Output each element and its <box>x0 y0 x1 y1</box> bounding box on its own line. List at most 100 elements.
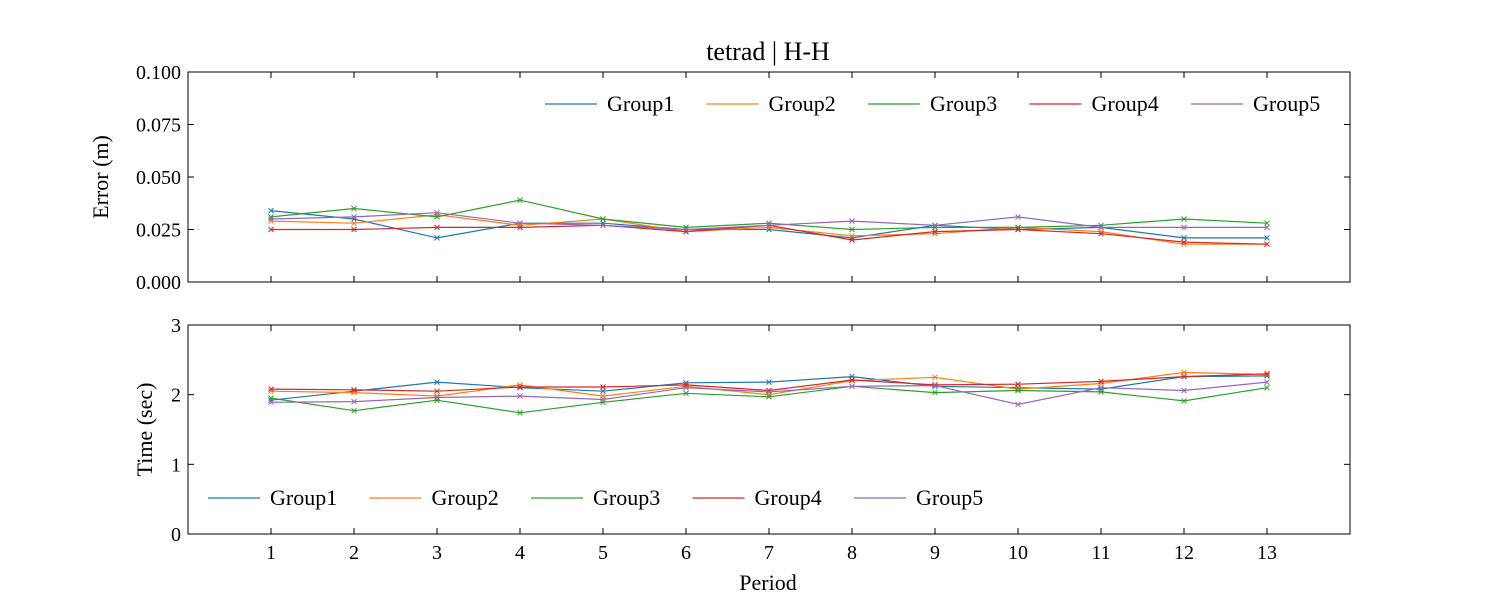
x-tick-label: 7 <box>764 542 774 564</box>
x-tick-label: 6 <box>681 542 691 564</box>
data-point-marker <box>351 398 357 405</box>
legend-label: Group1 <box>607 91 674 116</box>
data-point-marker <box>849 232 855 239</box>
data-point-marker <box>1098 389 1104 395</box>
data-point-marker <box>434 394 440 401</box>
data-point-marker <box>849 383 855 390</box>
y-tick-label: 0.050 <box>136 167 181 189</box>
x-tick-label: 11 <box>1091 542 1110 564</box>
legend-label: Group1 <box>270 485 337 510</box>
data-point-marker <box>1015 381 1021 388</box>
y-tick-label: 0 <box>171 524 181 546</box>
data-point-marker <box>932 389 938 396</box>
x-tick-label: 10 <box>1008 542 1028 564</box>
data-point-marker <box>517 220 523 227</box>
data-point-marker <box>1015 401 1021 408</box>
y-tick-label: 0.000 <box>136 272 181 294</box>
data-point-marker <box>1264 220 1270 227</box>
x-tick-label: 5 <box>598 542 608 564</box>
data-point-marker <box>600 396 606 403</box>
data-point-marker <box>849 218 855 224</box>
x-tick-label: 3 <box>432 542 442 564</box>
data-point-marker <box>268 226 274 233</box>
chart-title: tetrad | H-H <box>706 37 830 66</box>
error-panel: 0.000 0.025 0.050 0.075 0.100 Error (m) Group1… <box>88 62 1351 294</box>
data-point-marker <box>434 379 440 385</box>
data-point-marker <box>434 388 440 395</box>
data-point-marker <box>517 197 523 203</box>
legend-label: Group4 <box>1092 91 1159 116</box>
x-tick-label: 12 <box>1174 542 1194 564</box>
data-point-marker <box>849 377 855 383</box>
data-point-marker <box>434 214 440 220</box>
data-point-marker <box>766 379 772 385</box>
legend-label: Group5 <box>916 485 983 510</box>
data-point-marker <box>1181 216 1187 222</box>
y-axis-label: Time (sec) <box>132 383 157 477</box>
x-tick-label: 13 <box>1257 542 1277 564</box>
data-point-marker <box>932 228 938 235</box>
data-point-marker <box>683 390 689 397</box>
legend-label: Group4 <box>755 485 822 510</box>
legend-label: Group3 <box>930 91 997 116</box>
data-point-marker <box>517 393 523 399</box>
data-point-marker <box>351 226 357 233</box>
x-tick-label: 9 <box>930 542 940 564</box>
legend-label: Group3 <box>593 485 660 510</box>
data-point-marker <box>268 386 274 392</box>
legend-label: Group2 <box>432 485 499 510</box>
y-tick-label: 3 <box>171 315 181 337</box>
data-point-marker <box>1181 387 1187 394</box>
data-point-marker <box>268 395 274 402</box>
data-point-marker <box>1098 384 1104 391</box>
x-tick-label: 4 <box>515 542 525 564</box>
data-point-marker <box>517 409 523 416</box>
y-tick-label: 1 <box>171 454 181 476</box>
data-point-marker <box>434 235 440 241</box>
data-point-marker <box>1264 235 1270 241</box>
data-point-marker <box>1015 387 1021 394</box>
data-point-marker <box>1181 398 1187 404</box>
data-point-marker <box>1264 241 1270 248</box>
data-point-marker <box>766 222 772 229</box>
data-point-marker <box>766 389 772 395</box>
series-line-group4 <box>271 224 1268 245</box>
data-point-marker <box>1015 226 1021 233</box>
data-point-marker <box>351 220 357 227</box>
data-point-marker <box>600 216 606 222</box>
x-tick-label: 2 <box>349 542 359 564</box>
data-point-marker <box>351 214 357 220</box>
data-point-marker <box>932 222 938 229</box>
data-point-marker <box>434 224 440 231</box>
y-axis-label: Error (m) <box>88 135 113 219</box>
data-point-marker <box>1181 235 1187 241</box>
x-axis-label: Period <box>739 570 796 595</box>
data-point-marker <box>600 384 606 390</box>
y-tick-label: 0.075 <box>136 115 181 137</box>
data-point-marker <box>351 205 357 212</box>
data-point-marker <box>1264 224 1270 231</box>
y-tick-label: 0.100 <box>136 62 181 84</box>
data-point-marker <box>932 382 938 389</box>
x-tick-label: 8 <box>847 542 857 564</box>
data-point-marker <box>517 224 523 231</box>
legend-label: Group2 <box>769 91 836 116</box>
data-point-marker <box>600 222 606 229</box>
data-point-marker <box>1181 373 1187 380</box>
data-point-marker <box>1181 369 1187 376</box>
data-point-marker <box>1015 214 1021 220</box>
x-tick-label: 1 <box>266 542 276 564</box>
data-point-marker <box>600 388 606 395</box>
data-point-marker <box>1098 378 1104 385</box>
data-point-marker <box>517 384 523 390</box>
data-point-marker <box>434 209 440 216</box>
data-point-marker <box>849 226 855 233</box>
y-tick-label: 0.025 <box>136 220 181 242</box>
data-point-marker <box>351 407 357 414</box>
data-point-marker <box>1181 224 1187 231</box>
data-point-marker <box>1098 230 1104 237</box>
data-point-marker <box>268 399 274 406</box>
data-point-marker <box>1264 384 1270 391</box>
